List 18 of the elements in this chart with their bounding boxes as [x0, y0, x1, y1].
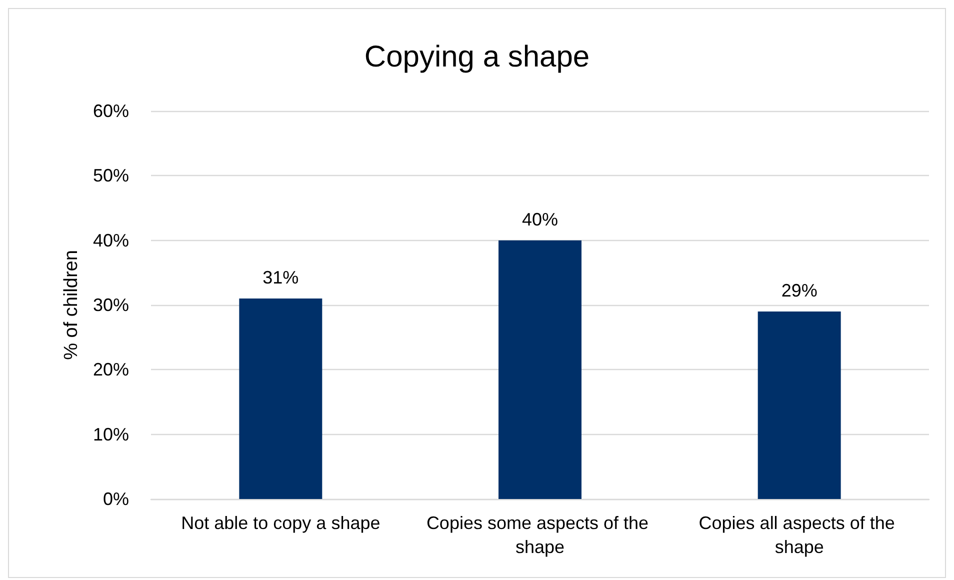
y-tick-label: 30%: [92, 295, 129, 315]
data-label: 40%: [522, 209, 558, 230]
chart-title: Copying a shape: [364, 40, 590, 74]
bar: [239, 298, 322, 499]
y-tick-label: 60%: [92, 101, 129, 121]
x-tick-label: Copies all aspects of the shape: [698, 513, 900, 557]
x-tick-label: Not able to copy a shape: [181, 513, 380, 533]
x-tick-label: Copies some aspects of the shape: [426, 513, 654, 557]
data-label: 29%: [781, 280, 818, 300]
data-label: 31%: [262, 268, 299, 288]
bar: [498, 240, 582, 499]
y-axis-title: % of children: [61, 250, 82, 360]
y-tick-label: 40%: [92, 230, 129, 250]
y-tick-label: 0%: [102, 489, 129, 509]
bar: [758, 311, 841, 499]
y-tick-label: 20%: [92, 360, 129, 380]
y-tick-label: 10%: [92, 424, 129, 444]
y-tick-label: 50%: [92, 166, 129, 186]
